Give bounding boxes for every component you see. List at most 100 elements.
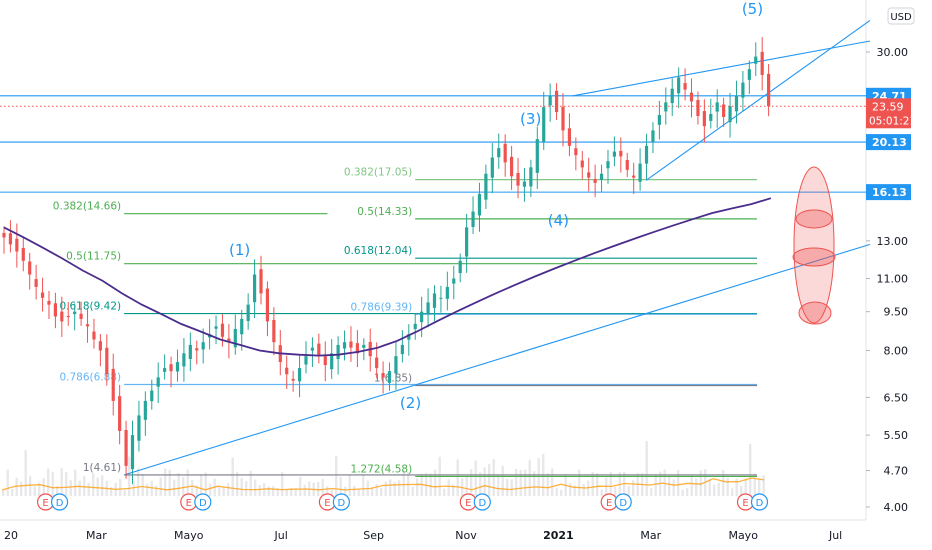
volume-bar <box>146 483 149 496</box>
volume-moving-average <box>1 477 765 491</box>
dividend-marker-letter: D <box>478 498 486 509</box>
time-axis[interactable]: 20 Mar Mayo Jul Sep Nov 2021 Mar Mayo Jul <box>4 529 842 542</box>
candle-body <box>606 161 610 169</box>
price-tick-label: 30.00 <box>877 46 909 59</box>
trend-line <box>645 19 871 181</box>
volume-bar <box>537 458 540 496</box>
candle-body <box>754 56 758 64</box>
volume-bar <box>650 488 653 496</box>
candle-body <box>188 344 192 359</box>
candle-body <box>291 378 295 381</box>
volume-bar <box>38 482 41 496</box>
candle-body <box>683 83 687 90</box>
volume-bar <box>303 484 306 496</box>
price-tick-label: 13.00 <box>877 235 909 248</box>
volume-bar <box>321 478 324 496</box>
volume-bar <box>519 469 522 496</box>
candle-body <box>625 159 629 170</box>
volume-bar <box>96 477 99 496</box>
candle-body <box>336 344 340 360</box>
volume-bar <box>245 481 248 496</box>
volume-bar <box>20 481 23 496</box>
candle-body <box>15 238 19 252</box>
volume-bar <box>717 482 720 496</box>
volume-bar <box>168 469 171 496</box>
candle-body <box>47 300 51 305</box>
candle-body <box>458 260 462 274</box>
volume-bar <box>708 478 711 496</box>
candle-body <box>760 51 764 75</box>
candle-body <box>143 400 147 420</box>
candle-body <box>105 347 109 375</box>
trend-lines[interactable] <box>123 19 871 476</box>
volume-bar <box>398 480 401 496</box>
volume-bar <box>74 469 77 496</box>
dividend-marker-icon <box>473 493 491 511</box>
volume-bar <box>128 456 131 496</box>
volume-bar <box>672 479 675 496</box>
volume-bar <box>254 479 257 496</box>
volume-bar <box>645 440 648 496</box>
volume-bar <box>758 478 761 496</box>
volume-bar <box>434 469 437 496</box>
volume-bar <box>753 473 756 496</box>
candle-body <box>741 82 745 98</box>
volume-bar <box>483 467 486 496</box>
price-marker-badge <box>866 184 911 201</box>
volume-bar <box>713 484 716 496</box>
candle-body <box>522 181 527 187</box>
volume-bar <box>654 474 657 496</box>
candle-body <box>330 353 334 370</box>
price-marker-value: 20.13 <box>872 136 907 149</box>
fib-level-label: 1.272(4.58) <box>351 463 413 475</box>
dividend-marker-icon <box>50 493 69 511</box>
chart-grid <box>0 0 867 521</box>
candle-body <box>670 88 674 104</box>
volume-bar <box>186 469 189 496</box>
highlight-ellipse-bottom <box>798 301 832 325</box>
dividend-marker-letter: D <box>56 498 64 509</box>
volume-bar <box>546 473 549 496</box>
volume-bar <box>249 470 252 496</box>
volume-bar <box>555 487 558 496</box>
volume-bar <box>159 477 162 496</box>
dividend-marker-letter: D <box>199 498 207 509</box>
price-tick-label: 4.70 <box>884 465 909 478</box>
volume-bar <box>6 469 9 496</box>
volume-bar <box>488 464 491 496</box>
volume-bar <box>83 475 86 496</box>
dividend-marker-icon <box>332 493 350 511</box>
candle-body <box>420 311 424 323</box>
volume-bar <box>294 488 297 496</box>
volume-bar <box>677 470 680 496</box>
candle-body <box>285 367 289 375</box>
candle-body <box>2 232 6 238</box>
volume-bar <box>227 483 230 496</box>
volume-bar <box>632 480 635 496</box>
volume-bar <box>164 468 167 496</box>
fib-level-label: 0.5(11.75) <box>66 251 121 263</box>
time-tick-label: Mar <box>640 529 661 542</box>
volume-bar <box>11 488 14 496</box>
trend-line <box>572 40 871 97</box>
current-price-badge <box>866 98 911 129</box>
volume-bar <box>141 474 144 496</box>
price-axis[interactable]: 4.00 4.70 5.50 6.50 8.00 9.50 11.00 13.00 30.00 U… <box>866 7 915 514</box>
time-tick-label: Nov <box>455 529 477 542</box>
candle-body <box>156 377 160 387</box>
volume-bar <box>510 479 513 496</box>
volume-bar <box>380 487 383 496</box>
volume-bar <box>209 483 212 496</box>
candle-body <box>227 338 231 343</box>
dividend-marker-letter: D <box>619 498 627 509</box>
volume-bar <box>479 472 482 496</box>
volume-bar <box>285 489 288 496</box>
candle-body <box>696 100 700 116</box>
dividend-marker-icon <box>614 493 632 511</box>
highlight-ellipses <box>792 166 836 325</box>
volume-bar <box>578 469 581 496</box>
candle-body <box>465 227 469 257</box>
volume-bar <box>200 474 203 496</box>
